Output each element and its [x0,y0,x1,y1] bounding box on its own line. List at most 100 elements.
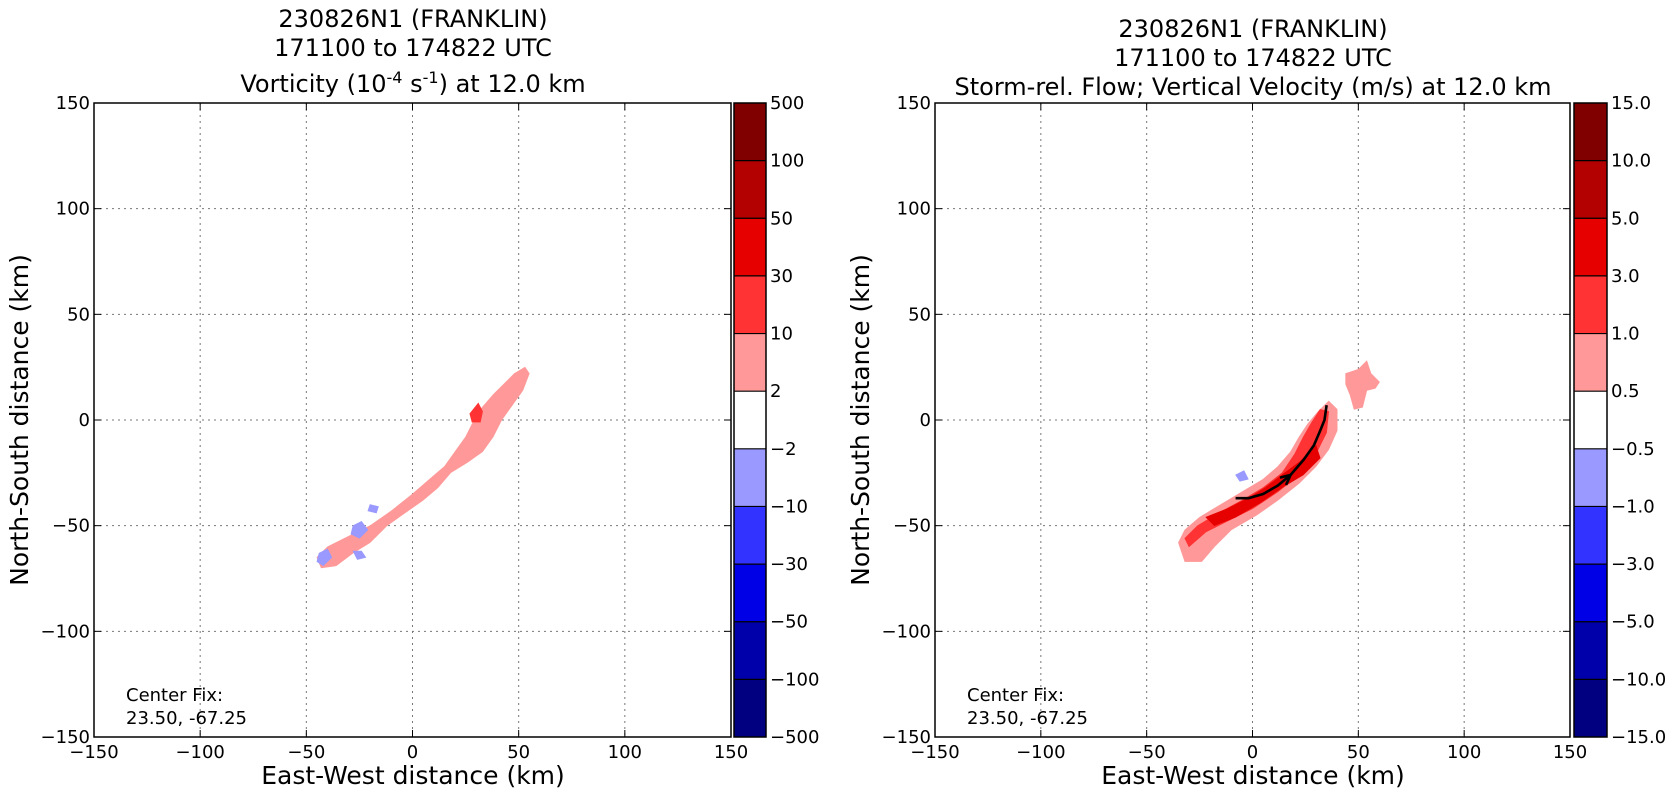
velocity-colorbar-band [1574,275,1607,334]
velocity-colorbar-label: 15.0 [1611,93,1651,114]
vorticity-y-tick-label: −150 [41,727,90,748]
velocity-center-fix-value: 23.50, -67.25 [967,708,1088,729]
velocity-title-line-1: 230826N1 (FRANKLIN) [1118,15,1387,43]
velocity-plot-background [935,103,1570,737]
velocity-tick-labels: −150 −100 −50 0 50 100 150 −150 −100 −50 0 50 100 150 [882,93,1588,763]
vorticity-colorbar-label: −100 [770,669,819,690]
velocity-colorbar-band [1574,160,1607,219]
velocity-x-tick-label: −50 [1128,742,1166,763]
velocity-grid [935,103,1570,737]
velocity-y-tick-label: −50 [893,516,931,537]
flow-arrowhead [1279,473,1293,486]
vorticity-y-tick-label: 0 [79,410,90,431]
vorticity-contour-region [469,402,483,423]
vorticity-contour-region [352,550,367,560]
vorticity-contour-region [350,521,369,539]
vorticity-colorbar-band [734,506,766,565]
vorticity-grid [94,103,731,737]
vorticity-colorbar-band [734,391,766,450]
velocity-colorbar-band [1574,564,1607,623]
vorticity-colorbar-label: 50 [770,208,793,229]
velocity-colorbar-label: −1.0 [1611,496,1655,517]
velocity-colorbar-label: 5.0 [1611,208,1640,229]
velocity-contour-region [1345,360,1380,410]
velocity-colorbar-label: −10.0 [1611,669,1666,690]
velocity-colorbar-label: 10.0 [1611,151,1651,172]
velocity-colorbar-band [1574,103,1607,161]
vorticity-colorbar-label: 500 [770,93,804,114]
vorticity-y-tick-label: 50 [67,304,90,325]
velocity-title-line-2: 171100 to 174822 UTC [1114,44,1392,72]
velocity-colorbar-band [1574,679,1607,738]
vorticity-x-tick-label: 50 [507,742,530,763]
vorticity-title-line-1: 230826N1 (FRANKLIN) [278,5,547,33]
vorticity-contour-region [316,548,333,567]
vorticity-colorbar-band [734,621,766,680]
vorticity-center-fix-value: 23.50, -67.25 [126,708,247,729]
vorticity-y-tick-label: −100 [41,621,90,642]
vorticity-colorbar-band [734,564,766,623]
vorticity-center-fix-label: Center Fix: [126,685,223,706]
velocity-colorbar-band [1574,218,1607,277]
vorticity-colorbar-label: −50 [770,612,808,633]
velocity-colorbar-band [1574,391,1607,450]
vorticity-colorbar-band [734,448,766,507]
velocity-colorbar-label: −3.0 [1611,554,1655,575]
velocity-y-tick-label: −100 [882,621,931,642]
vorticity-field [316,366,530,569]
vorticity-y-tick-label: −50 [52,516,90,537]
velocity-x-tick-label: −100 [1016,742,1065,763]
velocity-colorbar-band [1574,333,1607,392]
velocity-colorbar-label: 1.0 [1611,324,1640,345]
velocity-x-tick-label: −150 [910,742,959,763]
vorticity-colorbar-band [734,275,766,334]
velocity-x-tick-label: 100 [1447,742,1481,763]
vorticity-colorbar-label: −10 [770,496,808,517]
velocity-y-axis-label: North-South distance (km) [846,254,875,586]
vorticity-colorbar-label: −500 [770,727,819,748]
vorticity-colorbar-label: 10 [770,324,793,345]
velocity-x-tick-label: 150 [1553,742,1587,763]
velocity-center-fix-label: Center Fix: [967,685,1064,706]
velocity-colorbar-label: −0.5 [1611,439,1655,460]
vorticity-panel: 230826N1 (FRANKLIN) 171100 to 174822 UTC… [5,5,819,790]
velocity-colorbar-label: −15.0 [1611,727,1666,748]
vorticity-colorbar [734,103,766,738]
vorticity-x-tick-label: 150 [714,742,748,763]
velocity-y-tick-label: 50 [908,304,931,325]
vorticity-x-axis-label: East-West distance (km) [261,761,565,790]
velocity-x-tick-label: 0 [1247,742,1258,763]
velocity-y-tick-label: 150 [897,93,931,114]
velocity-colorbar-frame [1573,102,1608,738]
vorticity-x-tick-label: −50 [287,742,325,763]
vorticity-colorbar-frame [733,102,767,738]
velocity-ticks [934,102,1571,738]
vorticity-title-line-2: 171100 to 174822 UTC [274,34,552,62]
vorticity-x-tick-label: −100 [175,742,224,763]
vorticity-colorbar-band [734,679,766,738]
vorticity-colorbar-band [734,333,766,392]
vorticity-colorbar-label: 100 [770,151,804,172]
vorticity-colorbar-labels: 500 100 50 30 10 2 −2 −10 −30 −50 −100 −500 [770,93,819,748]
vertical-velocity-panel: 230826N1 (FRANKLIN) 171100 to 174822 UTC… [846,15,1666,790]
vorticity-tick-labels: −150 −100 −50 0 50 100 150 −150 −100 −50 0 50 100 150 [41,93,749,763]
velocity-colorbar-label: 0.5 [1611,381,1640,402]
velocity-y-tick-label: 0 [920,410,931,431]
vorticity-colorbar-band [734,218,766,277]
vorticity-contour-region [367,504,379,514]
velocity-contour-region [1235,470,1249,482]
velocity-x-tick-label: 50 [1347,742,1370,763]
vorticity-colorbar-label: 2 [770,381,781,402]
vorticity-x-tick-label: 0 [407,742,418,763]
vorticity-colorbar-label: 30 [770,266,793,287]
velocity-colorbar-band [1574,621,1607,680]
velocity-colorbar-band [1574,448,1607,507]
vorticity-colorbar-band [734,103,766,161]
velocity-title-line-3: Storm-rel. Flow; Vertical Velocity (m/s)… [955,73,1552,101]
velocity-colorbar-label: 3.0 [1611,266,1640,287]
velocity-y-tick-label: 100 [897,199,931,220]
velocity-field [1178,360,1380,562]
velocity-y-tick-label: −150 [882,727,931,748]
vorticity-title-line-3: Vorticity (10-4 s-1) at 12.0 km [240,68,585,98]
